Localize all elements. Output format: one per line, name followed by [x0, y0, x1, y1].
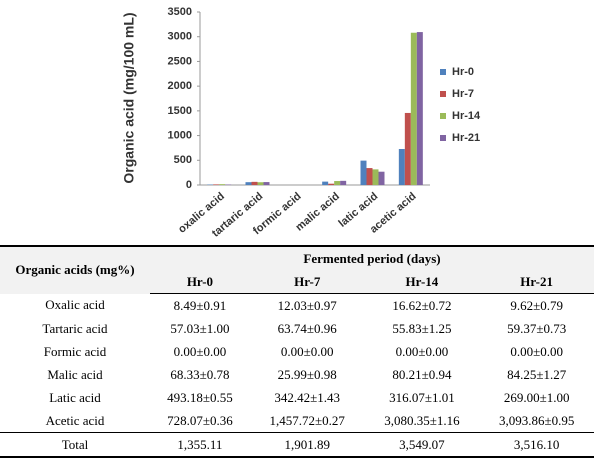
table-row: Malic acid 68.33±0.78 25.99±0.98 80.21±0.94… — [0, 363, 594, 386]
legend-label: Hr-14 — [452, 110, 481, 122]
row-label: Malic acid — [47, 366, 103, 382]
bar — [372, 169, 379, 185]
legend-marker — [440, 113, 446, 119]
row-label: Acetic acid — [45, 412, 105, 428]
chart: Organic acid (mg/100 mL) 0 500 1000 1500 200… — [121, 6, 481, 240]
column-header: Hr-0 — [150, 270, 250, 294]
column-header: Hr-21 — [479, 270, 594, 294]
legend-label: Hr-21 — [452, 132, 480, 144]
y-tick-label: 3500 — [168, 6, 192, 18]
cell: 493.18±0.55 — [167, 389, 233, 405]
table-row: Formic acid 0.00±0.00 0.00±0.00 0.00±0.00 0.… — [0, 340, 594, 363]
cell: 0.00±0.00 — [280, 343, 334, 359]
total-row: Total 1,355.11 1,901.89 3,549.07 3,516.10 — [0, 432, 594, 458]
y-tick-label: 3000 — [168, 31, 192, 43]
total-cell: 3,516.10 — [479, 432, 594, 458]
column-header: Hr-7 — [249, 270, 365, 294]
bar — [366, 168, 373, 185]
legend-marker — [440, 91, 446, 97]
bar — [360, 160, 367, 185]
y-tick-label: 2000 — [168, 80, 192, 92]
cell: 3,093.86±0.95 — [498, 412, 575, 428]
cell: 0.00±0.00 — [173, 343, 227, 359]
bar — [328, 183, 335, 185]
cell: 1,457.72±0.27 — [269, 412, 345, 428]
cell: 55.83±1.25 — [392, 320, 452, 336]
cell: 269.00±1.00 — [503, 389, 570, 405]
total-label: Total — [0, 432, 150, 458]
table-row: Latic acid 493.18±0.55 342.42±1.43 316.07±1… — [0, 386, 594, 409]
legend-marker — [440, 69, 446, 75]
total-cell: 1,901.89 — [249, 432, 365, 458]
table-row: Acetic acid 728.07±0.36 1,457.72±0.27 3,080… — [0, 409, 594, 433]
bar — [322, 181, 329, 185]
y-tick-label: 500 — [174, 154, 192, 166]
y-axis-label: Organic acid (mg/100 mL) — [121, 12, 137, 183]
cell: 63.74±0.96 — [277, 320, 337, 336]
cell: 0.00±0.00 — [395, 343, 449, 359]
cell: 8.49±0.91 — [173, 297, 227, 313]
y-tick-label: 1500 — [168, 105, 192, 117]
total-cell: 1,355.11 — [150, 432, 250, 458]
bar — [251, 181, 258, 185]
y-tick-label: 2500 — [168, 55, 192, 67]
bar — [219, 184, 226, 185]
row-header: Organic acids (mg%) — [0, 245, 150, 294]
cell: 9.62±0.79 — [510, 297, 563, 313]
row-label: Latic acid — [49, 389, 101, 405]
table-row: Tartaric acid 57.03±1.00 63.74±0.96 55.83±1… — [0, 317, 594, 340]
row-label: Formic acid — [43, 343, 107, 359]
legend-marker — [440, 135, 446, 141]
bar — [410, 32, 417, 185]
cell: 68.33±0.78 — [170, 366, 230, 382]
y-tick-label: 1000 — [168, 129, 192, 141]
bar — [257, 182, 264, 185]
total-cell: 3,549.07 — [364, 432, 480, 458]
data-table: Organic acids (mg%) Fermented period (da… — [0, 245, 594, 458]
cell: 3,080.35±1.16 — [384, 412, 460, 428]
bar — [378, 171, 385, 185]
bar — [416, 32, 423, 185]
cell: 25.99±0.98 — [277, 366, 337, 382]
legend-label: Hr-7 — [452, 88, 474, 100]
legend-label: Hr-0 — [452, 66, 474, 78]
table-row: Oxalic acid 8.49±0.91 12.03±0.97 16.62±0.72… — [0, 294, 594, 318]
cell: 84.25±1.27 — [507, 366, 567, 382]
cell: 316.07±1.01 — [389, 389, 455, 405]
cell: 728.07±0.36 — [167, 412, 233, 428]
bar — [263, 182, 270, 185]
cell: 0.00±0.00 — [510, 343, 563, 359]
column-header: Hr-14 — [364, 270, 480, 294]
bar — [213, 184, 220, 185]
y-tick-label: 0 — [186, 179, 192, 191]
bar — [334, 181, 341, 185]
cell: 80.21±0.94 — [392, 366, 452, 382]
bar — [245, 182, 252, 185]
row-label: Tartaric acid — [42, 320, 108, 336]
row-label: Oxalic acid — [45, 297, 105, 313]
bar — [398, 149, 405, 185]
cell: 342.42±1.43 — [274, 389, 341, 405]
cell: 12.03±0.97 — [277, 297, 337, 313]
cell: 16.62±0.72 — [392, 297, 452, 313]
bar — [404, 112, 411, 185]
bar — [340, 180, 347, 185]
cell: 59.37±0.73 — [507, 320, 567, 336]
group-header: Fermented period (days) — [150, 245, 594, 270]
cell: 57.03±1.00 — [170, 320, 230, 336]
